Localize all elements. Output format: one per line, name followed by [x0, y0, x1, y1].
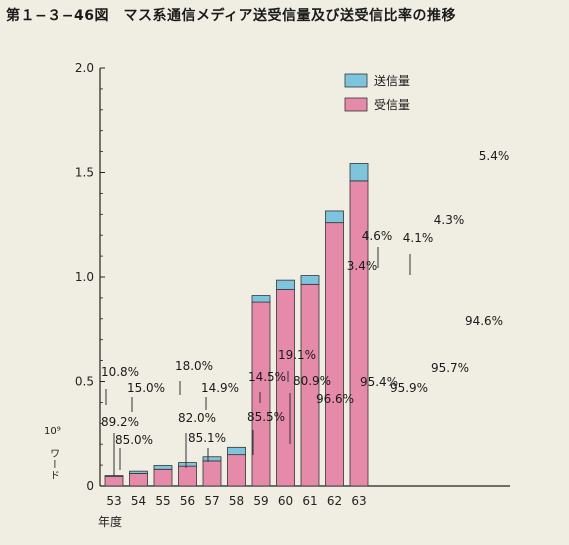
legend-swatch-0: [344, 73, 368, 88]
bar-receive-58: [227, 454, 246, 487]
send-pct-label-57: 14.5%: [248, 370, 286, 384]
x-tick-label: 61: [302, 494, 317, 508]
send-pct-label-62: 4.3%: [434, 213, 465, 227]
bar-send-60: [276, 279, 295, 290]
receive-pct-label-60: 95.4%: [360, 375, 398, 389]
bar-send-58: [227, 446, 246, 456]
bar-receive-63: [349, 180, 369, 487]
x-tick-label: 62: [327, 494, 342, 508]
bar-receive-57: [202, 460, 222, 487]
y-tick-label: 1.5: [75, 166, 94, 180]
send-pct-label-60: 4.6%: [362, 229, 393, 243]
receive-pct-label-55: 82.0%: [178, 411, 216, 425]
bar-receive-55: [153, 468, 173, 487]
x-tick-label: 57: [204, 494, 219, 508]
bar-receive-56: [178, 465, 197, 487]
send-pct-label-55: 18.0%: [175, 359, 213, 373]
send-pct-label-63: 5.4%: [479, 149, 510, 163]
send-pct-label-59: 3.4%: [347, 259, 378, 273]
receive-pct-label-62: 95.7%: [431, 361, 469, 375]
y-unit-exponent: 10⁹: [44, 426, 61, 437]
bar-receive-59: [251, 301, 271, 487]
send-pct-label-58: 19.1%: [278, 348, 316, 362]
receive-pct-label-56: 85.1%: [188, 431, 226, 445]
bar-send-59: [251, 295, 271, 303]
x-tick-label: 58: [229, 494, 244, 508]
legend-swatch-1: [344, 97, 368, 112]
bar-receive-53: [104, 476, 124, 487]
bar-receive-54: [129, 473, 148, 487]
bar-send-54: [129, 470, 148, 474]
chart-title: 第１−３−46図 マス系通信メディア送受信量及び送受信比率の推移: [6, 8, 456, 24]
y-tick-label: 1.0: [75, 270, 94, 284]
x-tick-label: 56: [180, 494, 195, 508]
receive-pct-label-63: 94.6%: [465, 314, 503, 328]
bar-send-57: [202, 456, 222, 462]
x-tick-label: 55: [155, 494, 170, 508]
bar-send-56: [178, 462, 197, 467]
x-tick-label: 59: [253, 494, 268, 508]
legend-label-1: 受信量: [374, 98, 410, 112]
axes: 0 0.5 1.0 1.5 2.0 10⁹ ワード 53 54 55 56 57 58 59 60 61 62 6…: [44, 61, 510, 529]
y-tick-label: 2.0: [75, 61, 94, 75]
x-tick-label: 60: [278, 494, 293, 508]
receive-pct-label-58: 80.9%: [293, 374, 331, 388]
bar-send-55: [153, 465, 173, 470]
y-unit-label: ワード: [48, 448, 59, 481]
x-axis-label: 年度: [98, 514, 122, 529]
percentage-labels: 10.8% 89.2% 15.0% 85.0% 18.0% 82.0% 14.9% 85.1%…: [101, 149, 509, 476]
y-tick-label: 0: [86, 479, 94, 493]
receive-pct-label-53: 89.2%: [101, 415, 139, 429]
receive-pct-label-54: 85.0%: [115, 433, 153, 447]
bars: [104, 163, 369, 487]
legend-label-0: 送信量: [374, 73, 410, 88]
y-tick-label: 0.5: [75, 375, 94, 389]
receive-pct-label-59: 96.6%: [316, 392, 354, 406]
y-axis-unit: 10⁹ ワード: [44, 426, 61, 481]
x-tick-label: 54: [131, 494, 146, 508]
bar-send-61: [300, 275, 320, 285]
send-pct-label-53: 10.8%: [101, 365, 139, 379]
bar-receive-62: [325, 222, 344, 487]
send-pct-label-54: 15.0%: [127, 381, 165, 395]
send-pct-label-56: 14.9%: [201, 381, 239, 395]
send-pct-label-61: 4.1%: [403, 231, 434, 245]
bar-receive-60: [276, 289, 295, 487]
receive-pct-label-57: 85.5%: [247, 410, 285, 424]
x-tick-label: 53: [106, 494, 121, 508]
bar-send-63: [349, 163, 369, 182]
x-tick-label: 63: [351, 494, 366, 508]
bar-send-62: [325, 210, 344, 224]
receive-pct-label-61: 95.9%: [390, 381, 428, 395]
